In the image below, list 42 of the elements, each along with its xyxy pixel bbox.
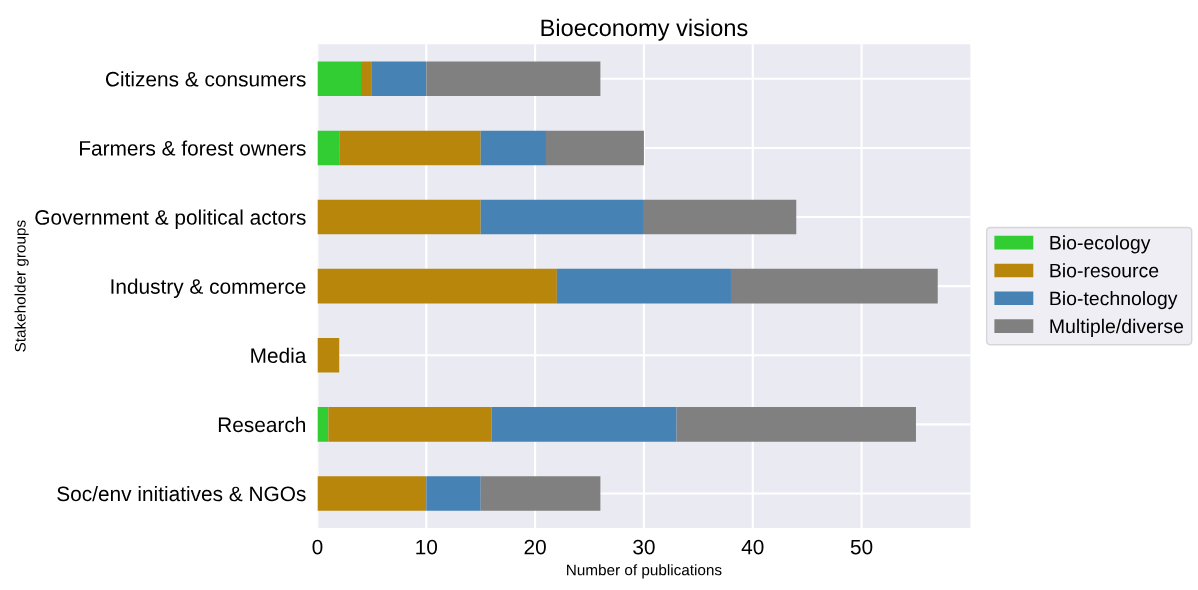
y-tick-label: Farmers & forest owners <box>80 140 306 156</box>
x-tick-label: 10 <box>416 539 438 555</box>
bar <box>317 476 427 511</box>
legend-label: Bio-technology <box>1050 291 1178 310</box>
bar <box>371 61 427 97</box>
bar <box>317 61 361 97</box>
y-tick-label: Citizens & consumers <box>105 71 306 87</box>
bar <box>730 268 938 304</box>
bar <box>317 268 557 304</box>
bar <box>480 199 644 235</box>
y-axis-title: Stakeholder groups <box>14 220 29 352</box>
bar <box>317 199 481 235</box>
bar <box>426 61 601 97</box>
bar <box>317 130 340 166</box>
bar <box>491 407 677 442</box>
legend-label: Bio-resource <box>1050 263 1159 278</box>
y-tick-label: Research <box>218 416 306 433</box>
x-tick-label: 30 <box>633 539 655 555</box>
y-tick-label: Government & political actors <box>35 209 306 229</box>
legend-label: Bio-ecology <box>1050 235 1151 254</box>
bar <box>545 130 644 166</box>
x-axis-title: Number of publications <box>567 564 722 579</box>
legend-label: Multiple/diverse <box>1050 318 1184 337</box>
y-tick-label: Soc/env initiatives & NGOs <box>57 485 306 502</box>
y-tick-label: Industry & commerce <box>111 278 306 299</box>
bar <box>426 476 481 511</box>
bar <box>480 130 546 166</box>
bar <box>317 337 340 373</box>
bar <box>676 407 916 442</box>
bar <box>361 61 372 97</box>
x-tick-label: 0 <box>312 539 323 555</box>
bar <box>556 268 731 304</box>
y-tick-label: Media <box>251 347 307 364</box>
bar <box>643 199 797 235</box>
bar <box>328 407 492 442</box>
x-tick-label: 40 <box>741 539 764 555</box>
x-tick-label: 20 <box>524 539 546 555</box>
bar <box>480 476 601 511</box>
x-tick-label: 50 <box>850 539 873 555</box>
bar <box>339 130 481 166</box>
bar <box>317 407 329 442</box>
chart-title: Bioeconomy visions <box>541 18 748 41</box>
